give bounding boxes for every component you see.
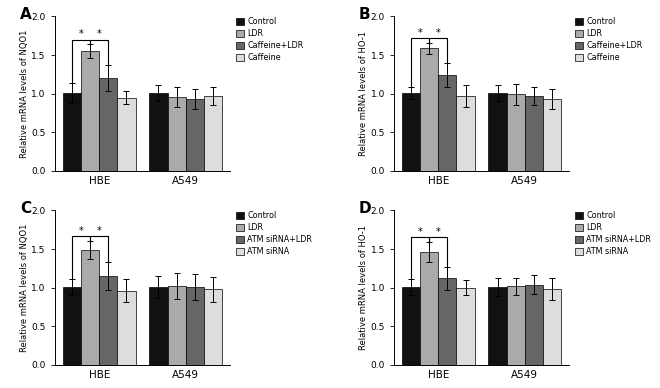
Text: *: * bbox=[97, 29, 102, 39]
Bar bbox=[457, 96, 475, 171]
Bar bbox=[525, 96, 543, 171]
Bar bbox=[525, 284, 543, 365]
Bar bbox=[168, 97, 185, 171]
Bar bbox=[185, 287, 204, 365]
Bar bbox=[63, 287, 81, 365]
Text: *: * bbox=[79, 225, 84, 236]
Bar bbox=[63, 93, 81, 171]
Bar bbox=[543, 289, 561, 365]
Y-axis label: Relative mRNA levels of NQO1: Relative mRNA levels of NQO1 bbox=[20, 223, 28, 352]
Text: B: B bbox=[359, 7, 370, 22]
Bar bbox=[488, 93, 507, 171]
Bar bbox=[149, 287, 168, 365]
Y-axis label: Relative mRNA levels of HO-1: Relative mRNA levels of HO-1 bbox=[358, 31, 368, 156]
Bar bbox=[81, 250, 100, 365]
Bar bbox=[457, 288, 475, 365]
Bar bbox=[402, 93, 420, 171]
Bar bbox=[488, 287, 507, 365]
Bar bbox=[420, 48, 438, 171]
Bar bbox=[438, 75, 457, 171]
Bar bbox=[117, 291, 135, 365]
Text: C: C bbox=[20, 201, 31, 216]
Text: *: * bbox=[79, 29, 84, 39]
Legend: Control, LDR, Caffeine+LDR, Caffeine: Control, LDR, Caffeine+LDR, Caffeine bbox=[236, 17, 304, 62]
Text: *: * bbox=[97, 225, 102, 236]
Bar bbox=[100, 276, 117, 365]
Bar bbox=[438, 278, 457, 365]
Text: *: * bbox=[436, 227, 441, 237]
Bar bbox=[507, 94, 525, 171]
Text: A: A bbox=[20, 7, 32, 22]
Legend: Control, LDR, ATM siRNA+LDR, ATM siRNA: Control, LDR, ATM siRNA+LDR, ATM siRNA bbox=[236, 211, 312, 256]
Legend: Control, LDR, Caffeine+LDR, Caffeine: Control, LDR, Caffeine+LDR, Caffeine bbox=[575, 17, 642, 62]
Bar bbox=[185, 99, 204, 171]
Text: *: * bbox=[418, 28, 422, 38]
Bar bbox=[149, 93, 168, 171]
Bar bbox=[81, 51, 100, 171]
Bar bbox=[204, 289, 222, 365]
Text: D: D bbox=[359, 201, 372, 216]
Y-axis label: Relative mRNA levels of NQO1: Relative mRNA levels of NQO1 bbox=[20, 29, 28, 158]
Bar bbox=[117, 97, 135, 171]
Bar bbox=[402, 287, 420, 365]
Bar bbox=[100, 78, 117, 171]
Bar bbox=[168, 286, 185, 365]
Y-axis label: Relative mRNA levels of HO-1: Relative mRNA levels of HO-1 bbox=[358, 225, 368, 350]
Bar bbox=[543, 99, 561, 171]
Bar bbox=[507, 286, 525, 365]
Text: *: * bbox=[436, 28, 441, 38]
Legend: Control, LDR, ATM siRNA+LDR, ATM siRNA: Control, LDR, ATM siRNA+LDR, ATM siRNA bbox=[575, 211, 651, 256]
Text: *: * bbox=[418, 227, 422, 237]
Bar bbox=[420, 252, 438, 365]
Bar bbox=[204, 96, 222, 171]
